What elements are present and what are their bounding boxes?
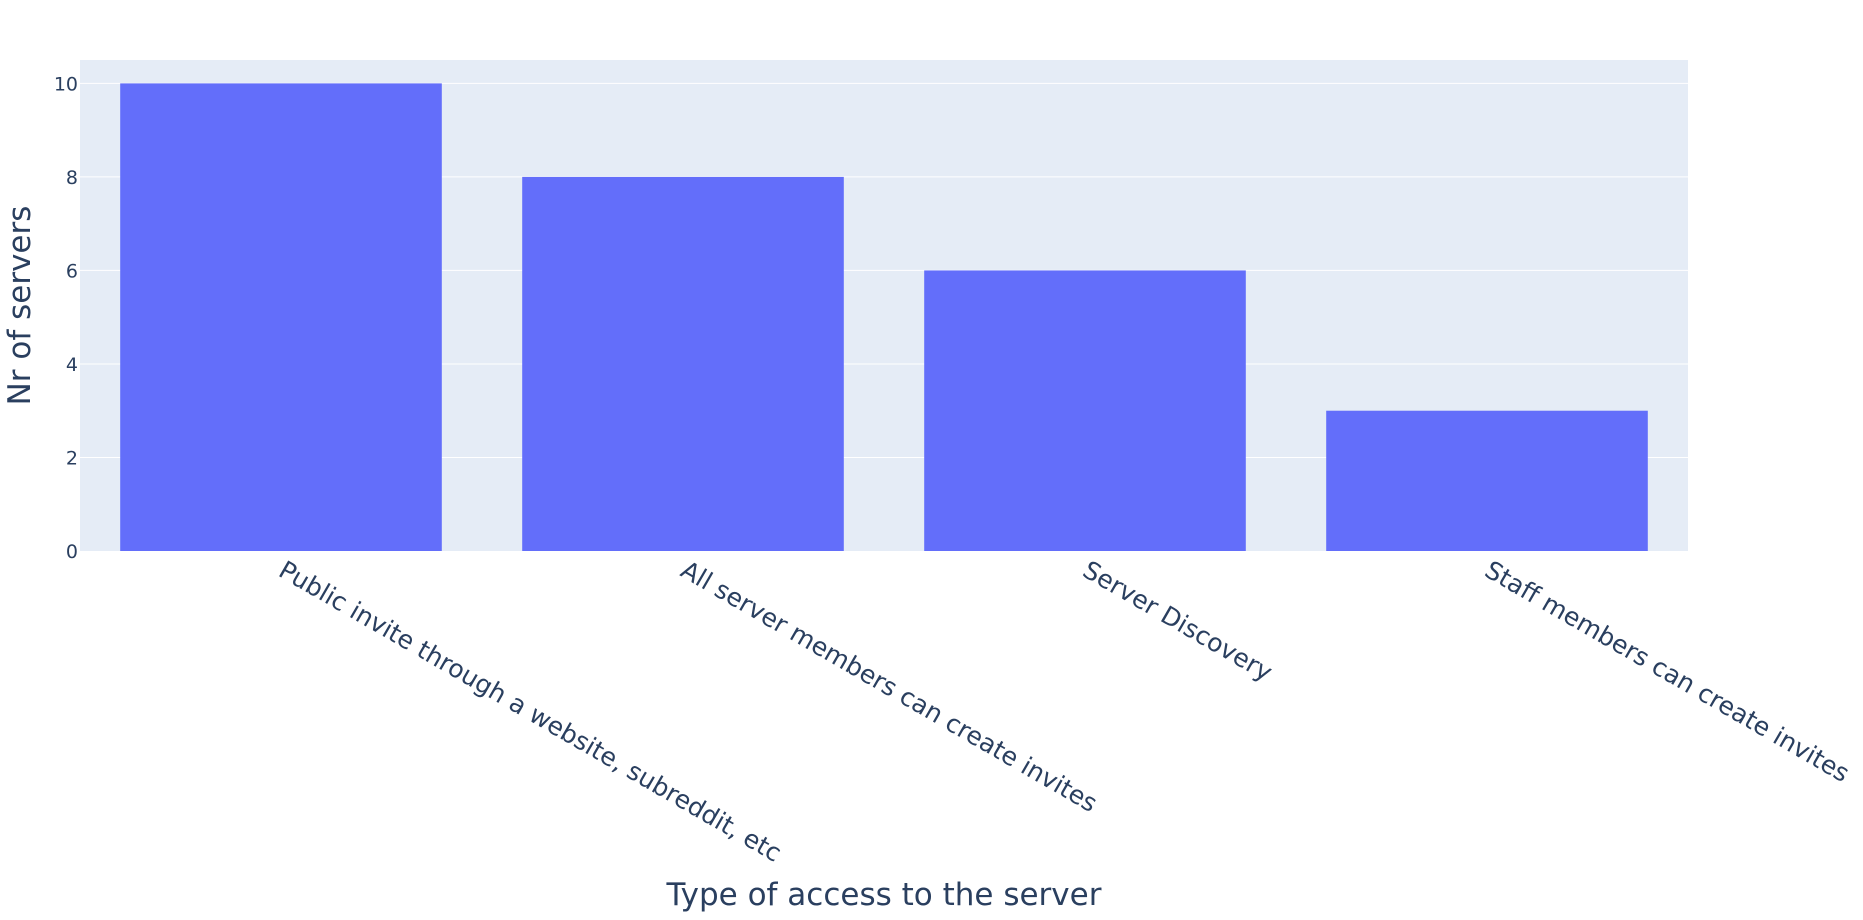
bar-0 bbox=[120, 83, 442, 551]
y-tick-label: 4 bbox=[66, 354, 78, 376]
x-tick-labels: Public invite through a website, subredd… bbox=[274, 555, 1854, 868]
y-tick-label: 6 bbox=[66, 260, 78, 282]
x-tick-label: Staff members can create invites bbox=[1480, 555, 1854, 788]
x-tick-label: All server members can create invites bbox=[676, 555, 1102, 818]
x-tick-label: Server Discovery bbox=[1078, 555, 1278, 687]
bar-1 bbox=[522, 176, 844, 551]
x-tick-label: Public invite through a website, subredd… bbox=[274, 555, 786, 868]
y-tick-label: 0 bbox=[66, 541, 78, 563]
bar-2 bbox=[924, 270, 1246, 551]
y-tick-label: 8 bbox=[66, 167, 78, 189]
y-tick-label: 10 bbox=[54, 73, 78, 95]
y-axis-title: Nr of servers bbox=[2, 206, 38, 406]
y-tick-label: 2 bbox=[66, 447, 78, 469]
x-axis-title: Type of access to the server bbox=[666, 877, 1102, 913]
bars bbox=[120, 83, 1648, 551]
y-tick-labels: 0 2 4 6 8 10 bbox=[54, 73, 78, 563]
bar-3 bbox=[1326, 410, 1648, 551]
